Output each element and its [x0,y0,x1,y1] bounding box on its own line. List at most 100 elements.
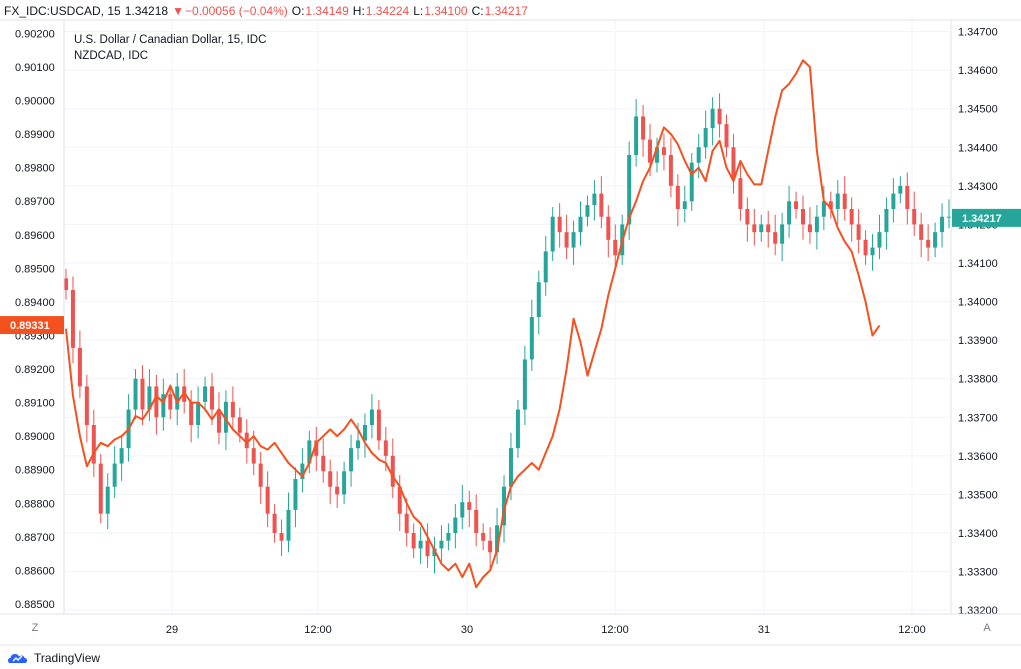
x-axis-tick: 30 [461,624,473,636]
left-axis-tick: 0.88600 [15,565,55,577]
compare-series-legend[interactable]: NZDCAD, IDC [74,50,149,62]
candle-body [98,463,103,514]
candle-body [641,116,646,140]
x-axis-tick: 29 [166,624,178,636]
candle-body [606,216,611,240]
candle-body [314,440,319,456]
candle-body [564,232,569,248]
candle-body [814,216,819,233]
candle-body [369,409,374,425]
left-axis-tick: 0.90100 [15,62,55,74]
candle-body [696,147,701,163]
brand-footer[interactable]: TradingView [8,651,100,665]
right-axis-tick: 1.34500 [958,104,998,116]
candle-body [70,290,75,348]
candle-body [724,124,729,148]
candle-body [265,486,270,514]
symbol-header: FX_IDC:USDCAD, 15 1.34218 ▼ −0.00056 (−0… [4,3,532,19]
candle-body [133,378,138,410]
candle-body [759,224,764,233]
candle-body [849,209,854,225]
right-axis-tick: 1.33200 [958,605,998,617]
candle-body [661,147,666,155]
candle-body [91,425,96,464]
candle-body [585,205,590,217]
candle-body [668,155,673,186]
candle-body [84,386,89,425]
scale-left-button[interactable]: Z [31,622,39,634]
right-axis-tick: 1.33300 [958,567,998,579]
nzdcad-series-line [65,59,881,589]
candle-body [404,513,409,533]
candle-body [279,533,284,541]
candle-body [168,394,173,410]
left-axis-tick: 0.89000 [15,431,55,443]
candle-body [356,440,361,449]
candle-body [515,409,520,449]
candle-body [147,386,152,410]
candle-body [196,401,201,425]
high-label: H: [352,4,365,18]
candle-body [800,209,805,225]
candle-body [828,201,833,209]
auto-scale-button[interactable]: A [983,622,991,634]
candle-body [835,193,840,209]
candle-body [453,517,458,533]
high-value: 1.34224 [365,4,410,18]
candle-body [495,525,500,553]
candle-body [780,224,785,244]
brand-name: TradingView [34,651,101,665]
left-axis-tick: 0.89400 [15,297,55,309]
right-axis-tick: 1.33900 [958,335,998,347]
candle-body [870,247,875,256]
candle-body [210,386,215,410]
candle-body [251,448,256,464]
candle-body [244,432,249,449]
candle-body [550,216,555,252]
x-axis-tick: 31 [758,624,770,636]
candle-body [529,317,534,360]
candle-body [390,455,395,487]
candle-body [481,533,486,541]
candle-body [842,193,847,209]
main-series-legend[interactable]: U.S. Dollar / Canadian Dollar, 15, IDC [74,34,267,46]
candle-body [105,486,110,514]
candle-body [488,540,493,553]
left-axis-tick: 0.89600 [15,230,55,242]
candle-body [286,509,291,541]
candle-body [898,185,903,194]
right-axis-tick: 1.34300 [958,181,998,193]
candle-body [654,147,659,163]
candle-body [863,239,868,256]
candle-body [891,193,896,209]
right-axis-tick: 1.34400 [958,142,998,154]
price-change: −0.00056 (−0.04%) [184,4,288,18]
left-axis-tick: 0.89700 [15,196,55,208]
candle-body [342,471,347,495]
left-axis-tick: 0.89100 [15,398,55,410]
left-last-price-badge [0,316,64,335]
right-axis-tick: 1.33400 [958,528,998,540]
left-axis-tick: 0.88500 [15,599,55,611]
candle-body [258,463,263,487]
candle-body [571,232,576,248]
close-label: C: [471,4,484,18]
candle-body [502,486,507,526]
candle-body [738,178,743,209]
x-axis-tick: 12:00 [601,624,629,636]
candle-body [175,386,180,410]
candle-body [689,162,694,202]
left-axis-tick: 0.90000 [15,96,55,108]
candle-body [203,386,208,402]
open-label: O: [291,4,305,18]
candle-body [64,278,68,290]
right-axis-tick: 1.34700 [958,27,998,39]
candle-body [634,116,639,155]
candle-body [376,409,381,441]
symbol-label[interactable]: FX_IDC:USDCAD, 15 [4,4,121,18]
candle-body [411,533,416,549]
candle-body [425,540,430,557]
candle-body [648,139,653,163]
candle-body [77,347,82,387]
